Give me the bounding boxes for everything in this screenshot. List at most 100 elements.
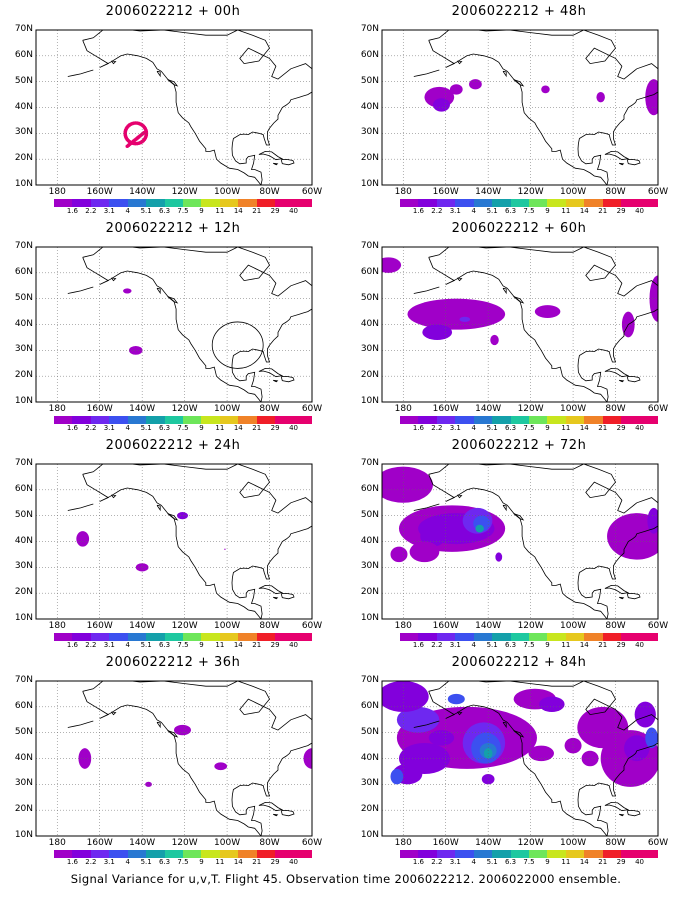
longitude-label: 120W (171, 838, 198, 848)
colorbar-tick-label: 14 (579, 207, 589, 215)
longitude-label: 160W (86, 838, 113, 848)
colorbar-tick-label: 5.1 (486, 207, 498, 215)
coastline (231, 308, 312, 402)
longitude-label: 80W (259, 404, 280, 414)
colorbar-swatch (639, 199, 658, 207)
colorbar-swatch (492, 633, 511, 641)
colorbar-tick-label: 2.2 (85, 858, 97, 866)
colorbar-tick-label: 3.1 (103, 641, 115, 649)
coastline (280, 809, 295, 817)
colorbar-swatch (639, 416, 658, 424)
coastline (577, 308, 658, 402)
colorbar-swatch (219, 850, 239, 858)
longitude-label: 80W (605, 838, 626, 848)
map-panel-7: 2006022212 + 84h 70N 60N 50N 40N 30N 20N 10N 180… (346, 651, 692, 867)
variance-shading (447, 693, 465, 705)
coastline (428, 40, 608, 185)
colorbar-tick-label: 5.1 (140, 424, 152, 432)
colorbar-tick-label: 6.3 (504, 858, 517, 866)
map-frame (35, 680, 313, 837)
colorbar-swatch (275, 416, 294, 424)
variance-shading (382, 681, 429, 712)
coastline (604, 367, 630, 378)
latitude-label: 40N (14, 318, 33, 329)
variance-shading (564, 737, 582, 754)
coastline (111, 494, 117, 499)
colorbar-tick-label: 29 (616, 424, 626, 432)
coastline (82, 247, 312, 297)
coastline (626, 158, 641, 166)
coastline (428, 691, 608, 836)
longitude-label: 60W (301, 404, 323, 414)
colorbar-tick-label: 14 (233, 207, 243, 215)
colorbar-tick-label: 11 (561, 424, 571, 432)
map-panel-4: 2006022212 + 24h 70N 60N 50N 40N 30N 20N 10N 180… (0, 434, 346, 650)
longitude-label: 140W (129, 187, 156, 197)
colorbar-swatch (146, 850, 165, 858)
latitude-label: 30N (360, 344, 379, 355)
colorbar-swatch (127, 199, 147, 207)
latitude-label: 40N (360, 535, 379, 546)
longitude-label: 160W (86, 404, 113, 414)
coastline (604, 801, 630, 812)
colorbar-swatch (182, 199, 202, 207)
latitude-label: 10N (14, 613, 33, 623)
colorbar-tick-label: 3.1 (449, 641, 461, 649)
map-plot (35, 680, 313, 837)
colorbar-tick-label: 14 (233, 424, 243, 432)
latitude-label: 20N (14, 587, 33, 598)
colorbar-tick-label: 7.5 (523, 207, 535, 215)
variance-shading (409, 541, 440, 563)
longitude-label: 60W (647, 621, 669, 631)
map-frame (381, 680, 659, 837)
colorbar (400, 199, 658, 207)
colorbar-swatch (256, 199, 276, 207)
coastline (513, 513, 525, 521)
variance-shading (539, 696, 565, 712)
variance-shading (214, 762, 228, 771)
colorbar-tick-label: 9 (545, 641, 550, 649)
panel-title: 2006022212 + 24h (105, 438, 241, 453)
colorbar-swatch (621, 850, 640, 858)
coastline (513, 730, 525, 738)
colorbar-tick-label: 21 (598, 858, 608, 866)
longitude-label: 80W (259, 621, 280, 631)
latitude-label: 50N (360, 75, 379, 86)
variance-shading (475, 524, 484, 533)
colorbar-tick-label: 29 (270, 207, 280, 215)
colorbar (54, 850, 312, 858)
colorbar-swatch (455, 850, 474, 858)
colorbar-tick-label: 1.6 (412, 424, 424, 432)
variance-shading (390, 768, 404, 785)
longitude-label: 160W (432, 621, 459, 631)
longitude-label: 180 (48, 404, 66, 414)
longitude-label: 100W (214, 187, 241, 197)
longitude-label: 160W (86, 621, 113, 631)
latitude-label: 60N (14, 266, 33, 277)
latitude-label: 60N (14, 49, 33, 60)
latitude-label: 10N (360, 396, 379, 406)
coastline (111, 60, 117, 65)
longitude-label: 140W (129, 621, 156, 631)
variance-shading (459, 316, 471, 322)
longitude-label: 140W (475, 838, 502, 848)
coastline (82, 474, 262, 619)
colorbar-tick-label: 6.3 (504, 207, 517, 215)
colorbar-swatch (547, 633, 566, 641)
coastline (428, 464, 658, 514)
latitude-label: 60N (360, 700, 379, 711)
variance-shading (634, 701, 656, 728)
latitude-label: 60N (360, 49, 379, 60)
colorbar-tick-label: 9 (199, 641, 204, 649)
colorbar-tick-label: 21 (598, 207, 608, 215)
coastline (156, 721, 161, 729)
longitude-label: 100W (560, 187, 587, 197)
colorbar-swatch (293, 633, 312, 641)
colorbar-tick-label: 9 (199, 858, 204, 866)
colorbar-swatch (547, 850, 566, 858)
coastline (428, 247, 658, 297)
latitude-label: 20N (360, 370, 379, 381)
coastline (604, 150, 630, 161)
colorbar-swatch (275, 199, 294, 207)
colorbar-swatch (621, 199, 640, 207)
